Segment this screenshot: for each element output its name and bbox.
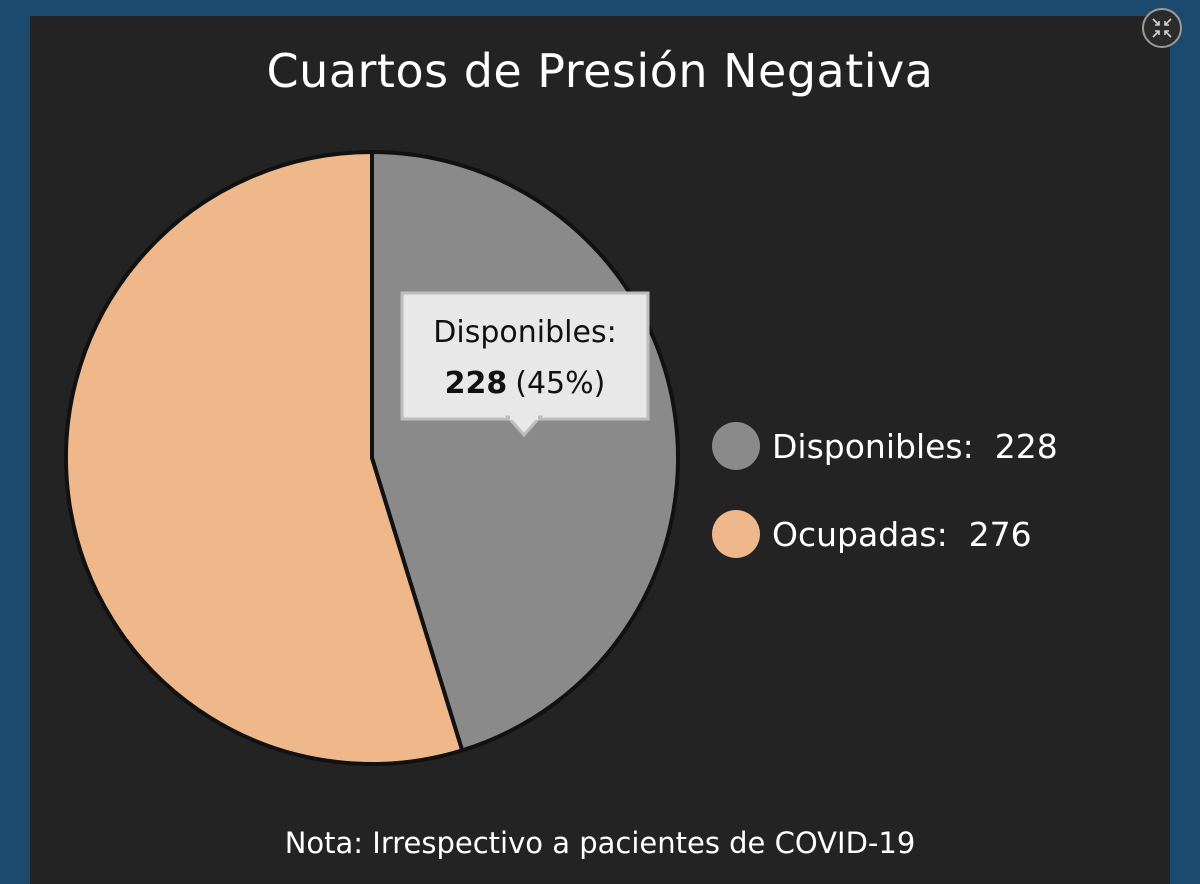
legend-label-disponibles[interactable]: Disponibles: 228 xyxy=(772,427,1058,466)
tooltip-percent: (45%) xyxy=(515,366,605,401)
footnote: Nota: Irrespectivo a pacientes de COVID-… xyxy=(284,826,916,860)
legend-swatch-disponibles[interactable] xyxy=(712,422,760,470)
tooltip-value: 228 xyxy=(445,366,508,401)
collapse-button[interactable] xyxy=(1142,8,1182,48)
legend: Disponibles: 228 Ocupadas: 276 xyxy=(712,422,1058,558)
tooltip-value-line: 228 (45%) xyxy=(445,366,606,401)
pie-slice-ocupadas[interactable] xyxy=(64,150,465,766)
legend-swatch-ocupadas[interactable] xyxy=(712,510,760,558)
chart-title: Cuartos de Presión Negativa xyxy=(266,44,934,98)
pie-slices xyxy=(64,150,680,766)
tooltip-box xyxy=(400,291,650,421)
tooltip-pointer-cover xyxy=(510,414,538,420)
legend-label-ocupadas[interactable]: Ocupadas: 276 xyxy=(772,515,1032,554)
tooltip: Disponibles: 228 (45%) xyxy=(400,291,650,438)
tooltip-label: Disponibles: xyxy=(433,315,616,350)
collapse-arrows-icon xyxy=(1152,18,1172,38)
